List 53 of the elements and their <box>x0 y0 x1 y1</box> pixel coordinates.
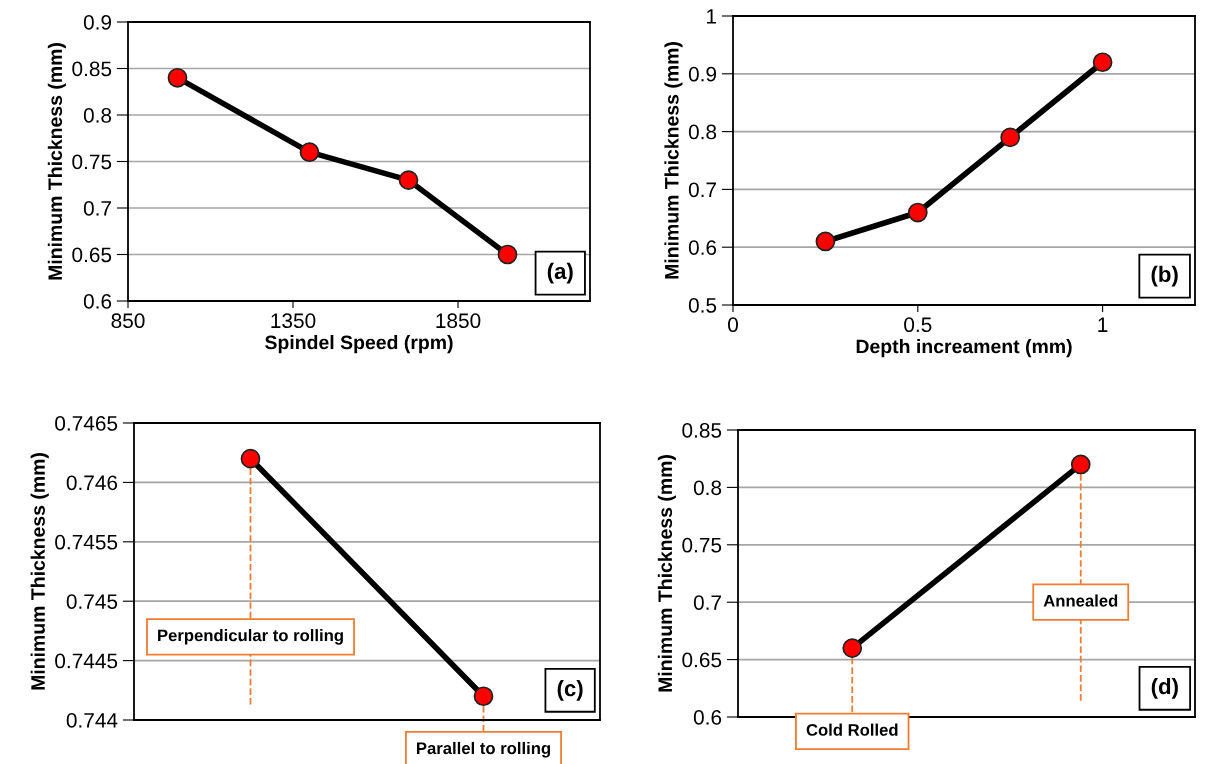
y-tick-label: 0.8 <box>688 124 717 140</box>
y-axis-title: Minimum Thickness (mm) <box>30 453 49 690</box>
annotation: (c) <box>557 679 583 701</box>
point <box>1000 127 1021 148</box>
y-tick-label: 0.7 <box>693 595 721 610</box>
y-tick-label: 0.85 <box>72 61 112 77</box>
y-axis-title: Minimum Thickness (mm) <box>657 455 676 692</box>
y-tick-label: 0.9 <box>688 66 717 82</box>
annotation: (d) <box>1151 677 1178 699</box>
x-axis-title: Depth increament (mm) <box>856 339 1072 358</box>
point <box>815 231 836 252</box>
y-axis-title: Minimum Thickness (mm) <box>47 43 66 280</box>
y-tick-label: 0.6 <box>693 710 722 725</box>
y-tick-label: 0.745 <box>66 594 118 609</box>
x-tick-label: Cold Rolled <box>806 723 898 736</box>
x-tick-label: 1850 <box>436 313 481 329</box>
point <box>1092 52 1113 73</box>
y-tick-label: 0.75 <box>682 537 722 553</box>
y-tick-label: 0.85 <box>682 423 722 438</box>
y-tick-label: 0.7445 <box>55 653 118 669</box>
y-tick-label: 0.65 <box>72 247 112 263</box>
x-tick-label: 1350 <box>271 313 316 329</box>
y-axis-title: Minimum Thickness (mm) <box>664 42 683 279</box>
y-tick-label: 0.75 <box>72 154 112 170</box>
x-axis-title: Spindel Speed (rpm) <box>265 335 453 354</box>
x-tick-label: Parallel to rolling <box>417 741 550 758</box>
y-tick-label: 0.7 <box>83 201 111 216</box>
point <box>398 170 419 190</box>
y-tick-label: 0.7455 <box>55 534 118 550</box>
annotation: (a) <box>547 262 573 284</box>
y-tick-label: 0.746 <box>66 475 118 491</box>
x-tick-label: 0.5 <box>904 317 932 333</box>
y-tick-label: 1 <box>707 9 717 24</box>
y-tick-label: 0.6 <box>688 240 717 255</box>
y-tick-label: 0.744 <box>66 713 118 728</box>
point <box>167 67 188 88</box>
point <box>497 244 518 265</box>
point <box>907 202 928 223</box>
y-tick-label: 0.9 <box>83 15 112 30</box>
y-tick-label: 0.7 <box>688 182 716 198</box>
y-tick-label: 0.65 <box>682 652 722 668</box>
y-tick-label: 0.5 <box>688 298 717 313</box>
point <box>299 142 320 163</box>
x-tick-label: Perpendicular to rolling <box>158 629 343 645</box>
y-tick-label: 0.6 <box>83 294 112 309</box>
x-tick-label: 1 <box>1098 317 1108 332</box>
y-tick-label: 0.7465 <box>55 416 118 431</box>
x-tick-label: 850 <box>111 313 145 329</box>
annotation: (b) <box>1151 265 1178 287</box>
x-tick-label: Annealed <box>1043 594 1118 607</box>
y-tick-label: 0.8 <box>83 108 112 123</box>
x-tick-label: 0 <box>728 317 738 333</box>
y-tick-label: 0.8 <box>693 480 722 496</box>
